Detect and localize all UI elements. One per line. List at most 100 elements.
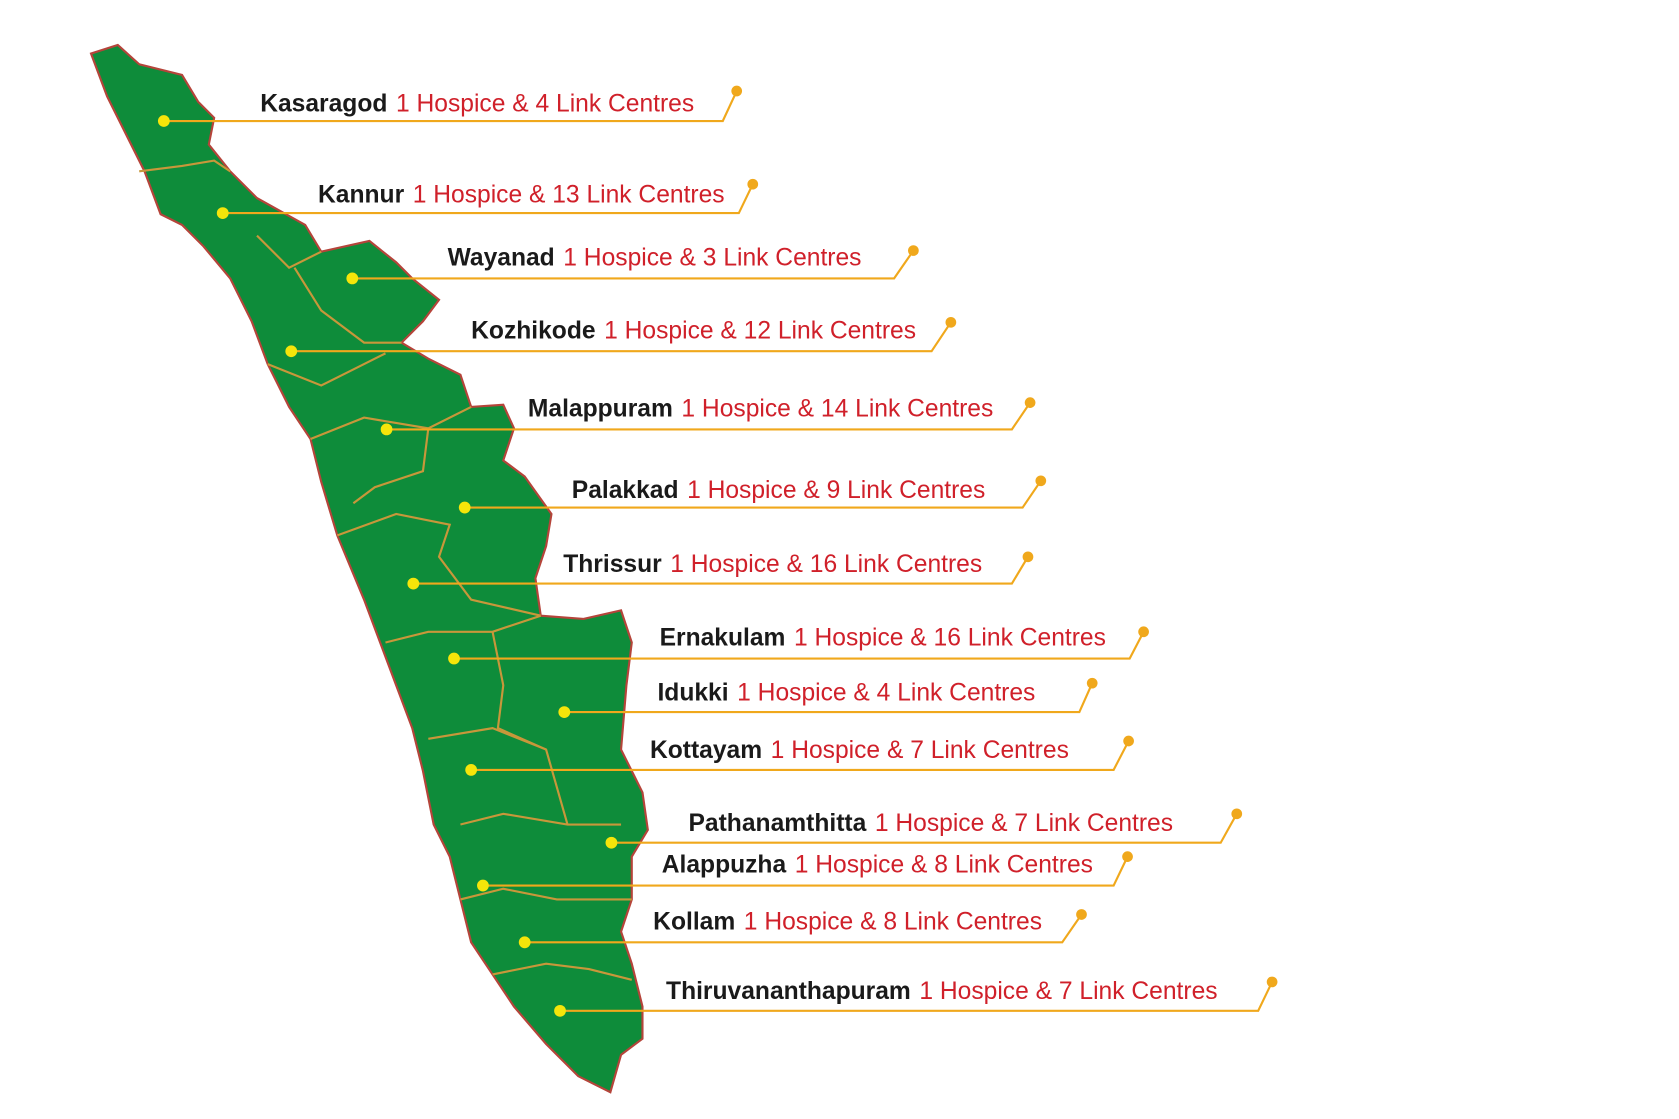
district-name: Kollam: [653, 908, 735, 935]
end-dot: [945, 316, 957, 328]
centre-count: 1 Hospice & 13 Link Centres: [413, 181, 725, 208]
district-dot: [518, 936, 531, 949]
district-dot: [465, 764, 478, 776]
district-label: Pathanamthitta 1 Hospice & 7 Link Centres: [605, 808, 1243, 849]
end-dot: [1231, 808, 1243, 820]
leader-line: [163, 90, 738, 123]
state-outline: [89, 43, 649, 1094]
end-dot: [747, 178, 759, 190]
district-dot: [458, 501, 471, 514]
district-name: Kozhikode: [471, 317, 595, 344]
district-dot: [380, 423, 393, 436]
district-label: Thiruvananthapuram 1 Hospice & 7 Link Cen…: [554, 976, 1278, 1017]
centre-count: 1 Hospice & 9 Link Centres: [687, 477, 985, 504]
end-dot: [1122, 851, 1133, 862]
end-dot: [731, 85, 743, 97]
leader-line: [352, 249, 915, 280]
district-label: Palakkad 1 Hospice & 9 Link Centres: [458, 475, 1047, 514]
district-label: Thrissur 1 Hospice & 16 Link Centres: [407, 551, 1034, 590]
district-name: Pathanamthitta: [689, 810, 867, 837]
district-label: Wayanad 1 Hospice & 3 Link Centres: [346, 245, 919, 285]
centre-count: 1 Hospice & 7 Link Centres: [771, 737, 1069, 764]
label-text: Alappuzha 1 Hospice & 8 Link Centres: [662, 852, 1093, 879]
district-label: Kasaragod 1 Hospice & 4 Link Centres: [157, 85, 743, 127]
label-text: Pathanamthitta 1 Hospice & 7 Link Centres: [689, 810, 1174, 837]
district-dot: [554, 1004, 566, 1017]
centre-count: 1 Hospice & 8 Link Centres: [744, 908, 1042, 935]
leader-line: [386, 402, 1031, 431]
centre-count: 1 Hospice & 7 Link Centres: [919, 978, 1217, 1005]
centre-count: 1 Hospice & 4 Link Centres: [396, 90, 694, 117]
label-text: Kozhikode 1 Hospice & 12 Link Centres: [471, 317, 916, 344]
district-name: Thiruvananthapuram: [666, 978, 911, 1005]
district-label: Kollam 1 Hospice & 8 Link Centres: [518, 908, 1087, 949]
end-dot: [1086, 677, 1098, 689]
district-labels: Kasaragod 1 Hospice & 4 Link Centres Kannu…: [157, 85, 1278, 1017]
district-dot: [407, 577, 420, 590]
district-name: Idukki: [657, 679, 728, 706]
end-dot: [1266, 976, 1278, 988]
leader-line: [222, 183, 754, 215]
district-name: Ernakulam: [660, 625, 786, 652]
leader-line: [482, 856, 1129, 887]
centre-count: 1 Hospice & 4 Link Centres: [737, 679, 1035, 706]
district-dot: [157, 115, 170, 127]
leader-line: [454, 631, 1145, 660]
centre-count: 1 Hospice & 3 Link Centres: [563, 245, 861, 272]
label-text: Thiruvananthapuram 1 Hospice & 7 Link Cen…: [666, 978, 1218, 1005]
label-text: Malappuram 1 Hospice & 14 Link Centres: [528, 396, 993, 423]
label-text: Kollam 1 Hospice & 8 Link Centres: [653, 908, 1042, 935]
district-dot: [346, 272, 359, 285]
leader-line: [564, 682, 1094, 714]
end-dot: [1076, 909, 1087, 920]
label-text: Kasaragod 1 Hospice & 4 Link Centres: [260, 90, 694, 117]
label-text: Ernakulam 1 Hospice & 16 Link Centres: [660, 625, 1106, 652]
district-name: Kottayam: [650, 737, 762, 764]
centre-count: 1 Hospice & 14 Link Centres: [681, 396, 993, 423]
end-dot: [1138, 626, 1149, 638]
label-text: Kottayam 1 Hospice & 7 Link Centres: [650, 737, 1069, 764]
district-name: Kannur: [318, 181, 405, 208]
label-text: Idukki 1 Hospice & 4 Link Centres: [657, 679, 1035, 706]
district-label: Kannur 1 Hospice & 13 Link Centres: [216, 178, 759, 219]
leader-line: [413, 556, 1029, 585]
label-text: Palakkad 1 Hospice & 9 Link Centres: [572, 477, 985, 504]
leader-line: [560, 981, 1274, 1012]
district-name: Alappuzha: [662, 852, 787, 879]
end-dot: [1123, 735, 1134, 747]
district-borders: [139, 159, 633, 981]
district-label: Ernakulam 1 Hospice & 16 Link Centres: [448, 625, 1149, 665]
district-name: Thrissur: [563, 551, 662, 578]
leader-line: [471, 740, 1130, 771]
district-name: Kasaragod: [260, 90, 387, 117]
centre-count: 1 Hospice & 7 Link Centres: [875, 810, 1173, 837]
district-name: Malappuram: [528, 396, 673, 423]
end-dot: [908, 245, 919, 256]
district-name: Palakkad: [572, 477, 679, 504]
district-dot: [216, 207, 229, 219]
centre-count: 1 Hospice & 12 Link Centres: [604, 317, 916, 344]
district-label: Kozhikode 1 Hospice & 12 Link Centres: [285, 316, 957, 358]
end-dot: [1024, 397, 1036, 408]
district-label: Kottayam 1 Hospice & 7 Link Centres: [465, 735, 1134, 776]
district-dot: [285, 345, 298, 358]
leader-line: [464, 480, 1042, 509]
end-dot: [1035, 475, 1047, 487]
district-dot: [477, 879, 489, 892]
centre-count: 1 Hospice & 8 Link Centres: [795, 852, 1093, 879]
leader-line: [291, 321, 952, 353]
district-dot: [605, 836, 618, 849]
district-name: Wayanad: [448, 245, 555, 272]
district-label: Idukki 1 Hospice & 4 Link Centres: [558, 677, 1098, 718]
district-dot: [558, 706, 571, 718]
centre-count: 1 Hospice & 16 Link Centres: [794, 625, 1106, 652]
district-dot: [448, 652, 460, 665]
label-text: Kannur 1 Hospice & 13 Link Centres: [318, 181, 725, 208]
district-label: Malappuram 1 Hospice & 14 Link Centres: [380, 396, 1036, 436]
leader-line: [611, 813, 1238, 844]
centre-count: 1 Hospice & 16 Link Centres: [670, 551, 982, 578]
leader-line: [524, 913, 1083, 944]
label-text: Thrissur 1 Hospice & 16 Link Centres: [563, 551, 982, 578]
